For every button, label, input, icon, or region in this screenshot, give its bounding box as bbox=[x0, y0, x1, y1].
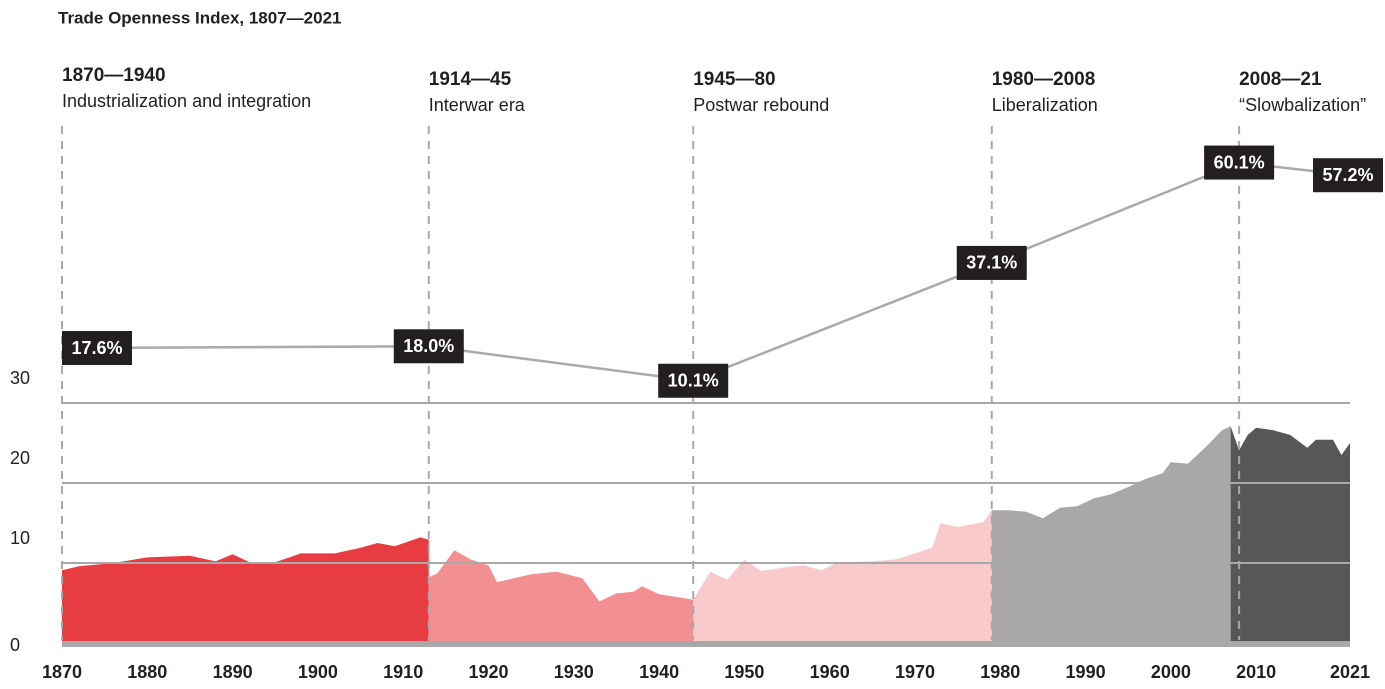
y-tick-label: 10 bbox=[10, 528, 30, 548]
y-tick-label: 20 bbox=[10, 448, 30, 468]
x-tick-label: 1920 bbox=[468, 662, 508, 682]
area bbox=[62, 537, 429, 643]
area bbox=[428, 550, 694, 643]
era-text: Interwar era bbox=[429, 95, 526, 115]
x-tick-label: 1950 bbox=[724, 662, 764, 682]
label-box bbox=[393, 329, 464, 364]
data-label: 18.0% bbox=[403, 336, 454, 356]
era-title: 2008—21 bbox=[1239, 69, 1322, 90]
label-box bbox=[956, 245, 1027, 280]
label-box bbox=[1313, 158, 1383, 193]
x-tick-label: 1880 bbox=[127, 662, 167, 682]
era-title: 1870—1940 bbox=[62, 65, 166, 86]
area bbox=[991, 426, 1231, 643]
x-tick-label: 1890 bbox=[213, 662, 253, 682]
era-text: Postwar rebound bbox=[693, 95, 829, 115]
x-tick-label: 2000 bbox=[1151, 662, 1191, 682]
x-tick-label: 1990 bbox=[1066, 662, 1106, 682]
area bbox=[693, 510, 992, 643]
x-tick-label: 2010 bbox=[1236, 662, 1276, 682]
x-tick-label: 1910 bbox=[383, 662, 423, 682]
y-tick-label: 0 bbox=[10, 635, 20, 655]
x-tick-label: 2021 bbox=[1330, 662, 1370, 682]
chart-title: Trade Openness Index, 1807—2021 bbox=[58, 8, 341, 27]
era-title: 1914—45 bbox=[429, 69, 512, 90]
data-label: 37.1% bbox=[966, 253, 1017, 273]
x-tick-label: 1900 bbox=[298, 662, 338, 682]
data-label: 17.6% bbox=[71, 338, 122, 358]
label-box bbox=[1204, 145, 1275, 180]
y-tick-label: 30 bbox=[10, 368, 30, 388]
era-text: “Slowbalization” bbox=[1239, 95, 1366, 115]
x-tick-label: 1930 bbox=[554, 662, 594, 682]
era-title: 1980—2008 bbox=[992, 69, 1096, 90]
label-box bbox=[62, 331, 132, 366]
label-box bbox=[658, 363, 729, 398]
line bbox=[61, 161, 1351, 383]
x-tick-label: 1960 bbox=[810, 662, 850, 682]
data-label: 60.1% bbox=[1214, 152, 1265, 172]
era-title: 1945—80 bbox=[693, 69, 775, 90]
data-label: 10.1% bbox=[668, 370, 719, 390]
era-text: Industrialization and integration bbox=[62, 91, 311, 111]
x-tick-label: 1870 bbox=[42, 662, 82, 682]
area bbox=[1230, 426, 1350, 643]
x-tick-label: 1980 bbox=[980, 662, 1020, 682]
era-text: Liberalization bbox=[992, 95, 1098, 115]
data-label: 57.2% bbox=[1322, 165, 1373, 185]
x-tick-label: 1940 bbox=[639, 662, 679, 682]
x-tick-label: 1970 bbox=[895, 662, 935, 682]
